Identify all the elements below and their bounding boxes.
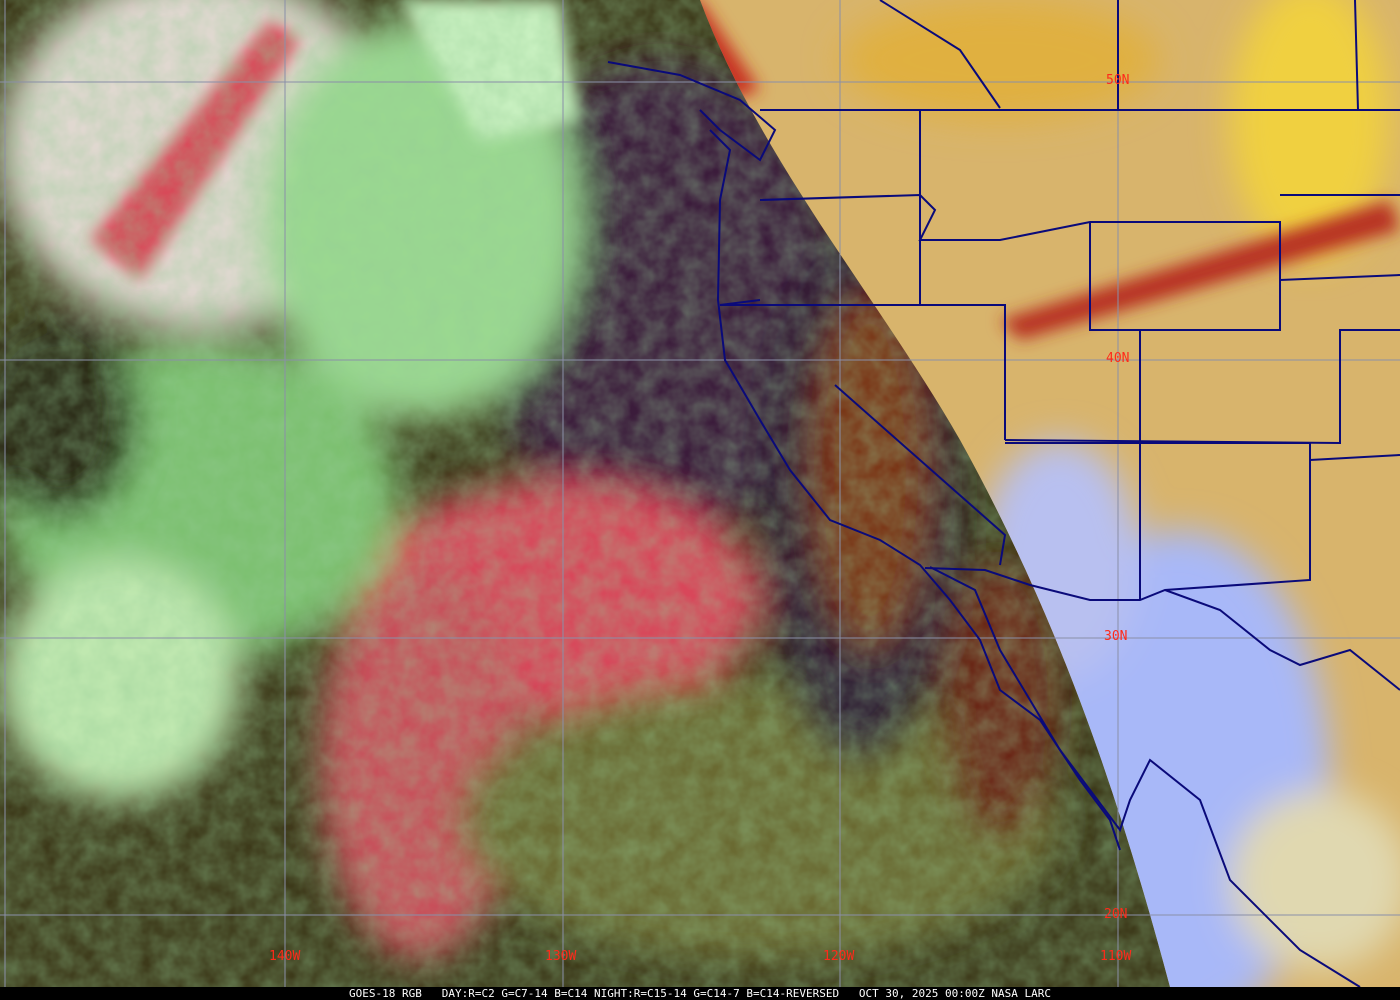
lon-label-140w: 140W [269,949,301,964]
lon-label-120w: 120W [823,949,855,964]
lat-label-30n: 30N [1104,629,1128,644]
lat-label-20n: 20N [1104,907,1128,922]
lat-label-50n: 50N [1106,73,1130,88]
lat-label-40n: 40N [1106,351,1130,366]
lon-label-110w: 110W [1100,949,1132,964]
image-caption: GOES-18 RGB DAY:R=C2 G=C7-14 B=C14 NIGHT… [0,987,1400,1000]
political-boundaries [607,0,1400,988]
lon-label-130w: 130W [545,949,577,964]
